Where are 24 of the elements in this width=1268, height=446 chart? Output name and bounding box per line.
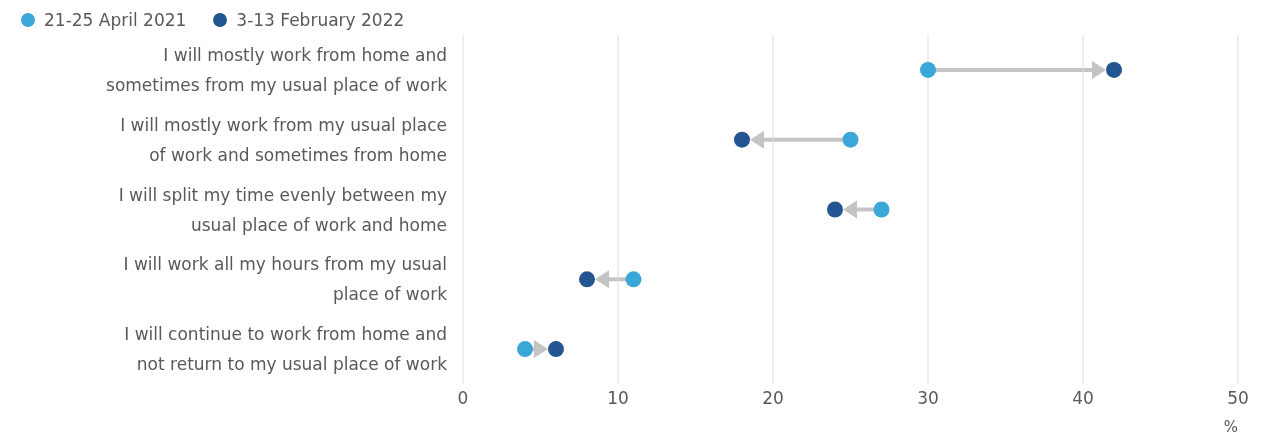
point [734,131,750,148]
point [517,341,533,358]
point [579,271,595,288]
point [625,271,642,288]
point [1106,61,1122,78]
x-tick-label: 0 [457,388,469,409]
point [548,341,564,358]
point [842,131,859,148]
y-tick-label: I will continue to work from home and not return to my usual place of work [124,324,448,375]
legend-label: 3-13 February 2022 [236,10,405,30]
y-tick-label: I will mostly work from my usual place of work and sometimes from home [120,114,447,165]
y-tick-label: I will work all my hours from my usual place of work [123,254,448,305]
point [920,61,936,78]
x-tick-label: 10 [607,388,629,409]
x-tick-label: 40 [1072,388,1094,409]
x-tick-label: 50 [1227,388,1249,409]
y-tick-label: I will mostly work from home and sometimes from my usual place of work [106,44,448,95]
legend-label: 21-25 April 2021 [44,10,187,30]
x-tick-label: 20 [762,388,784,409]
y-tick-label: I will split my time evenly between my usual place of work and home [118,184,447,235]
point [873,201,890,218]
point [827,201,843,218]
x-tick-label: 30 [917,388,939,409]
x-axis-title: % [1223,418,1238,436]
